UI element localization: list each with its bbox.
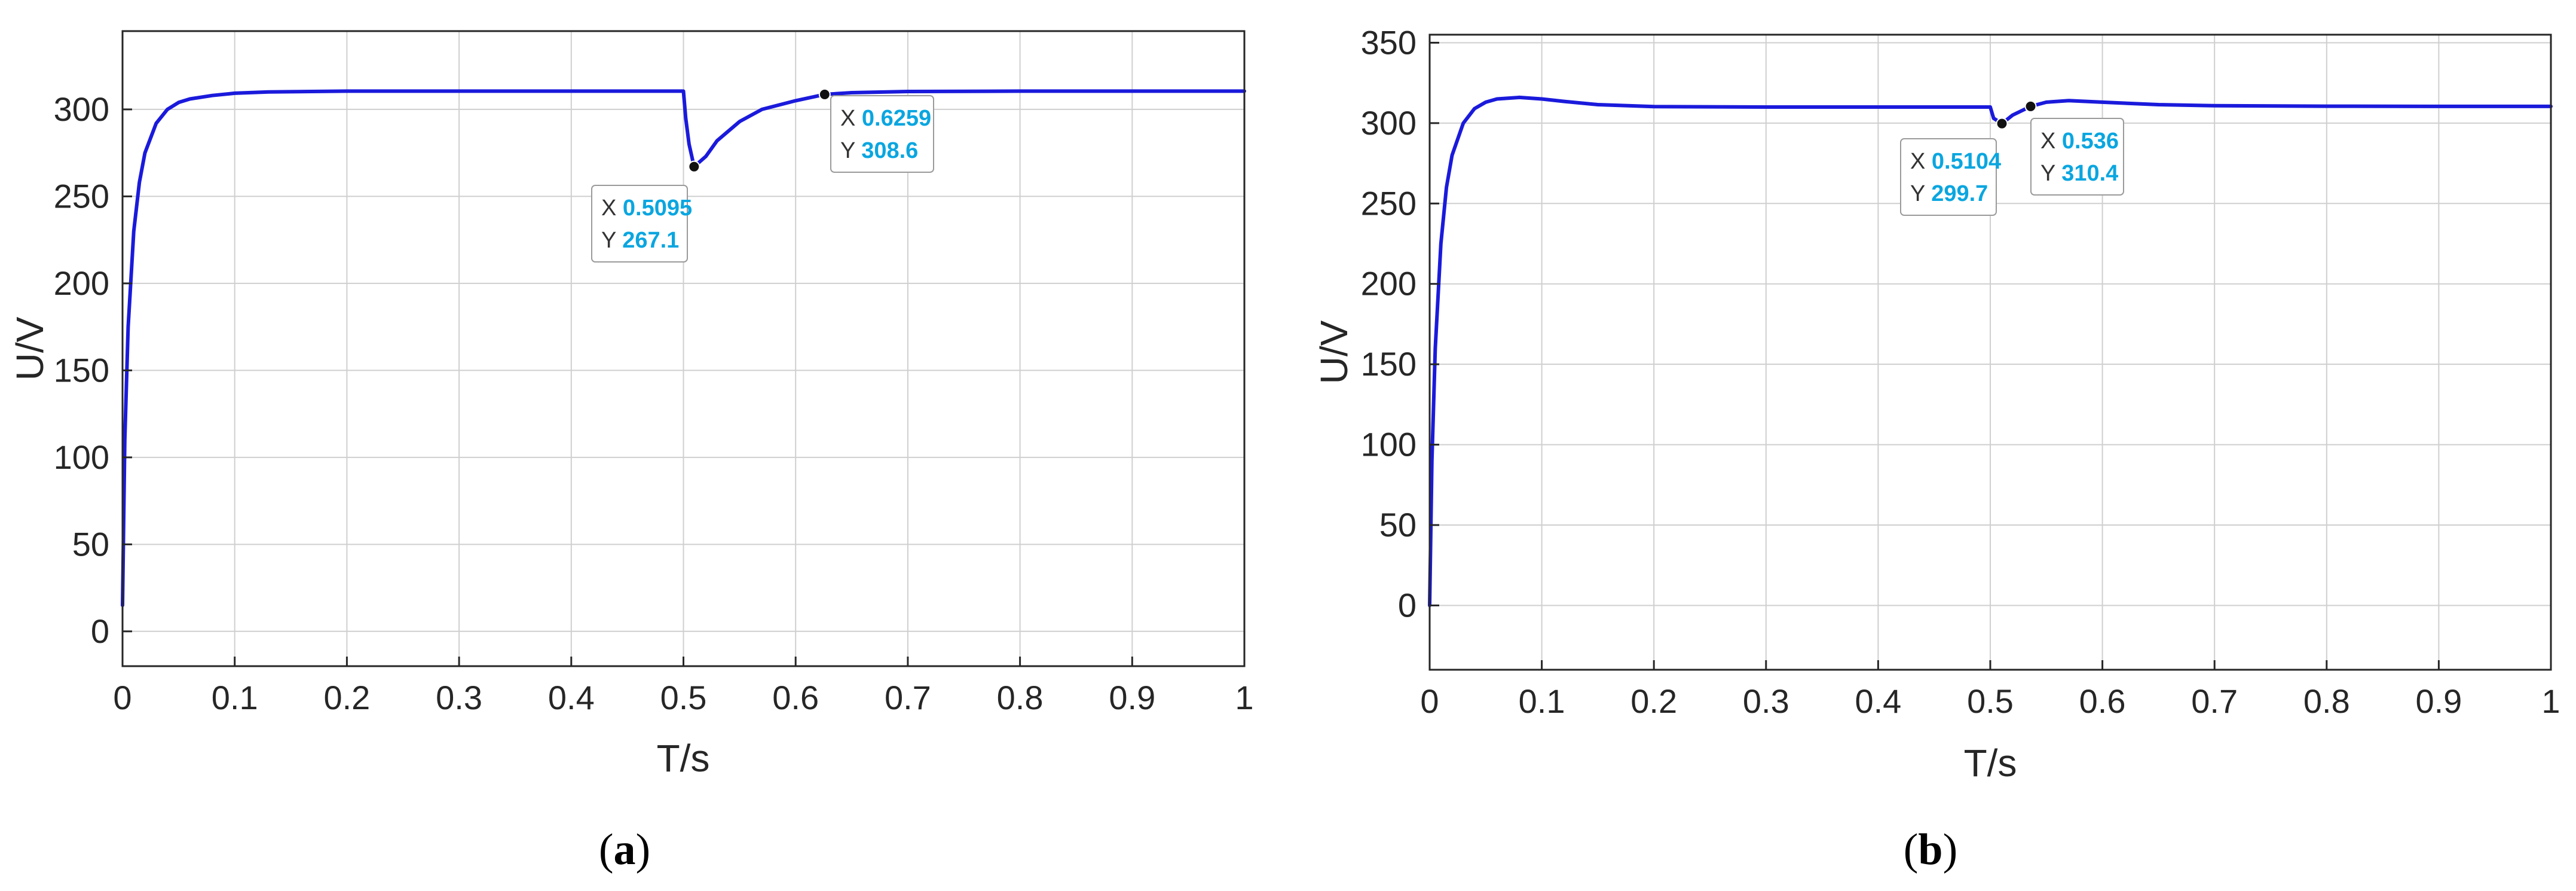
datatip-y-value: 299.7: [1931, 181, 1988, 206]
datatip-box: [591, 185, 688, 263]
datatip-y-row: Y 299.7: [1910, 181, 1988, 206]
caption-open-a: (: [599, 825, 614, 874]
x-tick-label-b: 0.4: [1855, 682, 1901, 720]
datatip-x-key: X: [601, 196, 623, 221]
datatip-x-value: 0.536: [2062, 129, 2119, 154]
panel-b: 0 0.1 0.2 0.3 0.4 0.5 0.6 0.7 0.8 0.9 1 0 50 100 150 20…: [1313, 23, 2560, 874]
datatip-marker: [1996, 117, 2008, 130]
caption-close-a: ): [636, 825, 651, 874]
y-tick-label-a: 50: [72, 525, 109, 563]
ticks-a: 0 0.1 0.2 0.3 0.4 0.5 0.6 0.7 0.8 0.9 1 0 50 100 150 20…: [54, 90, 1254, 716]
panel-a: 0 0.1 0.2 0.3 0.4 0.5 0.6 0.7 0.8 0.9 1 0 50 100 150 20…: [8, 30, 1254, 874]
x-tick-label-a: 0.3: [436, 679, 482, 716]
datatip-marker: [818, 88, 831, 100]
datatip-x-value: 0.5104: [1932, 149, 2001, 174]
datatip-x-row: X 0.5095: [601, 196, 692, 221]
datatip-x-row: X 0.6259: [840, 106, 931, 131]
x-tick-label-a: 0.9: [1109, 679, 1155, 716]
x-tick-label-b: 0.2: [1630, 682, 1677, 720]
x-tick-label-b: 0.5: [1967, 682, 2014, 720]
datatip-x-value: 0.5095: [623, 196, 692, 221]
x-tick-label-a: 1: [1235, 679, 1253, 716]
data-b: [1428, 95, 2553, 608]
datatip-x-value: 0.6259: [862, 106, 931, 131]
datatip-x-key: X: [2040, 129, 2062, 154]
datatip-box: [2030, 118, 2124, 196]
y-axis-title-b: U/V: [1313, 320, 1356, 384]
caption-open-b: (: [1904, 825, 1919, 874]
y-tick-label-a: 0: [91, 612, 109, 650]
y-tick-label-b: 300: [1361, 104, 1417, 142]
datatip-box: [1900, 138, 1997, 216]
x-tick-label-a: 0.2: [323, 679, 370, 716]
datatip-y-row: Y 310.4: [2040, 161, 2118, 186]
x-tick-label-a: 0: [113, 679, 131, 716]
series-line-b: [1428, 95, 2553, 608]
x-tick-label-a: 0.7: [885, 679, 931, 716]
ticks-b: 0 0.1 0.2 0.3 0.4 0.5 0.6 0.7 0.8 0.9 1 0 50 100 150 20…: [1361, 23, 2560, 720]
y-tick-label-b: 0: [1398, 586, 1417, 624]
y-tick-label-b: 250: [1361, 184, 1417, 222]
caption-letter-a: a: [614, 825, 636, 874]
datatip-y-row: Y 267.1: [601, 228, 679, 253]
x-tick-label-a: 0.6: [772, 679, 819, 716]
caption-letter-b: b: [1918, 825, 1942, 874]
y-tick-label-b: 200: [1361, 265, 1417, 303]
datatip-box: [830, 95, 934, 173]
y-tick-label-a: 250: [54, 177, 109, 215]
datatip-y-row: Y 308.6: [840, 138, 918, 163]
datatip-y-key: Y: [1910, 181, 1931, 206]
grid-b: [1430, 35, 2551, 670]
datatip-marker: [688, 160, 700, 173]
datatip-y-key: Y: [601, 228, 622, 253]
y-tick-label-b: 100: [1361, 426, 1417, 463]
x-axis-title-b: T/s: [1964, 742, 2017, 785]
y-tick-label-a: 150: [54, 351, 109, 389]
x-tick-label-b: 0.8: [2303, 682, 2350, 720]
y-tick-label-b: 350: [1361, 23, 1417, 61]
panel-caption-a: (a): [599, 825, 650, 874]
y-tick-label-b: 50: [1379, 506, 1417, 544]
y-tick-label-a: 200: [54, 264, 109, 302]
x-tick-label-b: 0: [1420, 682, 1439, 720]
caption-close-b: ): [1943, 825, 1958, 874]
datatip-x-key: X: [1910, 149, 1932, 174]
datatip-y-key: Y: [840, 138, 861, 163]
x-axis-title-a: T/s: [657, 737, 710, 780]
y-axis-title-a: U/V: [8, 316, 51, 380]
datatip-x-row: X 0.536: [2040, 129, 2119, 154]
x-tick-label-b: 0.6: [2079, 682, 2126, 720]
y-tick-label-a: 100: [54, 438, 109, 476]
x-tick-label-a: 0.1: [212, 679, 258, 716]
datatip-marker: [2024, 100, 2037, 112]
datatip-x-key: X: [840, 106, 862, 131]
datatip-y-value: 310.4: [2061, 161, 2118, 186]
x-tick-label-a: 0.5: [660, 679, 707, 716]
datatip-x-row: X 0.5104: [1910, 149, 2001, 174]
x-tick-label-b: 1: [2541, 682, 2560, 720]
panel-caption-b: (b): [1904, 825, 1957, 874]
x-tick-label-a: 0.8: [997, 679, 1044, 716]
datatip-y-value: 267.1: [622, 228, 679, 253]
datatip-y-value: 308.6: [861, 138, 918, 163]
x-tick-label-b: 0.7: [2191, 682, 2238, 720]
y-tick-label-b: 150: [1361, 345, 1417, 383]
x-tick-label-b: 0.1: [1519, 682, 1565, 720]
x-tick-label-b: 0.3: [1743, 682, 1789, 720]
datatip-y-key: Y: [2040, 161, 2061, 186]
x-tick-label-a: 0.4: [548, 679, 595, 716]
x-tick-label-b: 0.9: [2415, 682, 2462, 720]
y-tick-label-a: 300: [54, 90, 109, 128]
